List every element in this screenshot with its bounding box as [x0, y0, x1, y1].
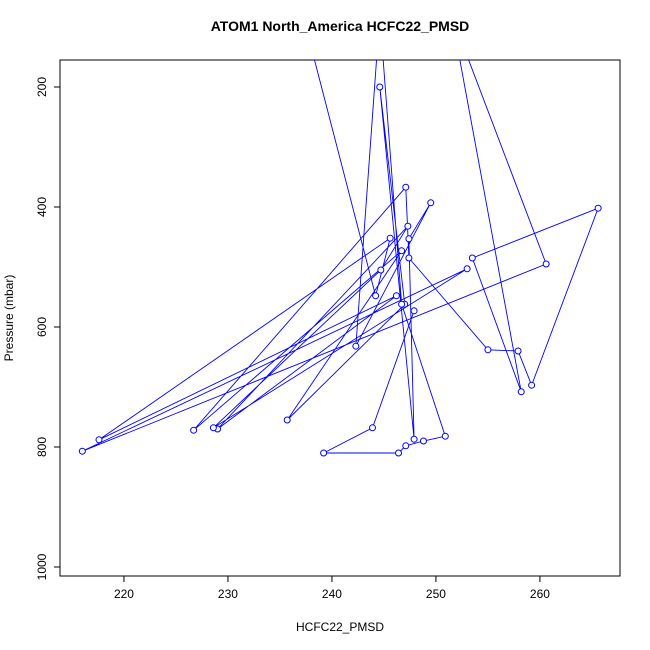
data-point — [441, 432, 449, 440]
y-tick-label: 600 — [35, 317, 49, 337]
data-point — [484, 346, 492, 354]
data-point — [594, 204, 602, 212]
data-point — [410, 435, 418, 443]
data-point — [209, 424, 217, 432]
data-point — [398, 247, 406, 255]
data-point — [386, 234, 394, 242]
data-point — [410, 307, 418, 315]
data-point — [402, 183, 410, 191]
x-tick-label: 250 — [426, 587, 446, 601]
data-point — [190, 426, 198, 434]
y-tick-label: 1000 — [35, 553, 49, 580]
data-point — [427, 199, 435, 207]
data-point — [402, 442, 410, 450]
plot-frame — [59, 59, 621, 577]
data-line — [82, 60, 599, 454]
data-point — [405, 254, 413, 262]
data-point — [542, 260, 550, 268]
data-point — [404, 222, 412, 230]
x-tick-label: 260 — [530, 587, 550, 601]
data-point — [514, 347, 522, 355]
data-point — [377, 266, 385, 274]
data-point — [372, 292, 380, 300]
y-tick-label: 200 — [35, 77, 49, 97]
x-tick-label: 230 — [218, 587, 238, 601]
data-point — [352, 342, 360, 350]
data-point — [368, 424, 376, 432]
data-point — [376, 83, 384, 91]
chart-title: ATOM1 North_America HCFC22_PMSD — [211, 18, 470, 34]
data-point — [468, 254, 476, 262]
x-tick-label: 220 — [114, 587, 134, 601]
y-tick-label: 800 — [35, 437, 49, 457]
data-point — [320, 449, 328, 457]
data-point — [517, 388, 525, 396]
data-point — [78, 447, 86, 455]
data-point — [528, 381, 536, 389]
data-point — [394, 449, 402, 457]
data-point — [392, 292, 400, 300]
plot-area — [78, 60, 602, 457]
data-point — [283, 416, 291, 424]
data-point — [419, 437, 427, 445]
data-point — [95, 436, 103, 444]
x-tick-label: 240 — [322, 587, 342, 601]
y-tick-label: 400 — [35, 197, 49, 217]
data-point — [463, 265, 471, 273]
data-point — [398, 300, 406, 308]
y-axis-label: Pressure (mbar) — [2, 275, 16, 362]
x-axis-label: HCFC22_PMSD — [296, 620, 384, 634]
data-point — [405, 235, 413, 243]
